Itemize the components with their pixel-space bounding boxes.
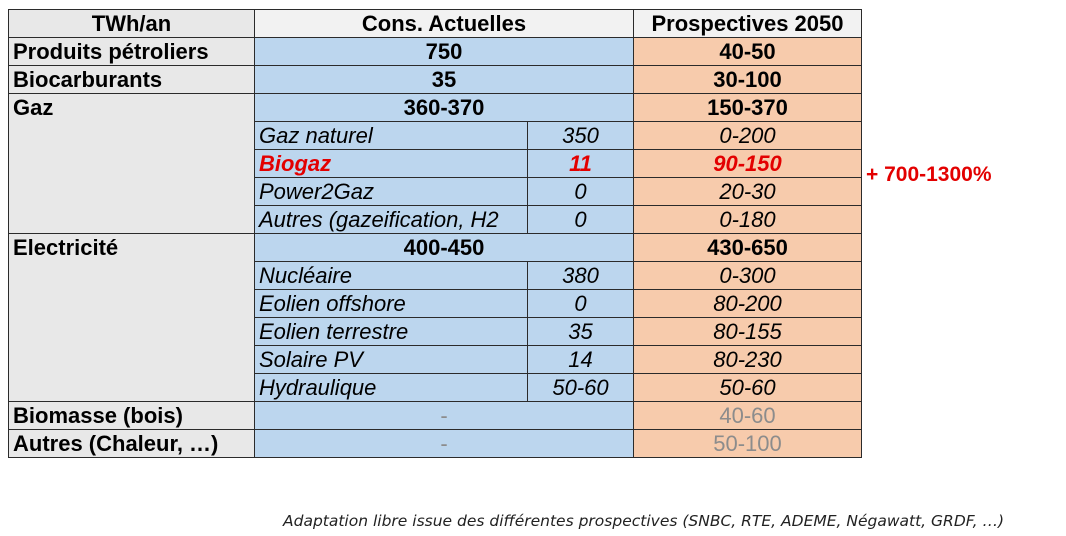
sub-row: Nucléaire 380 0-300 [9,261,862,290]
row-label: Autres (Chaleur, …) [8,429,255,458]
current-value: 400-450 [254,233,634,262]
prospective-value: 50-100 [633,429,862,458]
row-label-gaz: Gaz [8,93,255,234]
sub-row: Power2Gaz 0 20-30 [9,177,862,206]
sub-prospective: 50-60 [633,373,862,402]
current-value: 35 [254,65,634,94]
current-value: - [254,401,634,430]
header-current: Cons. Actuelles [254,9,634,38]
header-prospective: Prospectives 2050 [633,9,862,38]
energy-table: TWh/an Cons. Actuelles Prospectives 2050… [8,9,862,458]
sub-label: Eolien offshore [254,289,528,318]
sub-label: Power2Gaz [254,177,528,206]
sub-row-biogaz: Biogaz 11 90-150 [9,149,862,178]
prospective-value: 30-100 [633,65,862,94]
table-row: Biocarburants 35 30-100 [8,65,862,94]
sub-current: 11 [527,149,634,178]
sub-label: Eolien terrestre [254,317,528,346]
sub-current: 0 [527,289,634,318]
sub-row: Hydraulique 50-60 50-60 [9,373,862,402]
prospective-value: 40-60 [633,401,862,430]
sub-prospective: 80-200 [633,289,862,318]
sub-prospective: 0-200 [633,121,862,150]
sub-current: 0 [527,205,634,234]
sub-label: Gaz naturel [254,121,528,150]
sub-current: 35 [527,317,634,346]
growth-annotation: + 700-1300% [866,163,992,186]
sub-label: Solaire PV [254,345,528,374]
row-label-electricite: Electricité [8,233,255,402]
sub-prospective: 0-180 [633,205,862,234]
header-unit: TWh/an [8,9,255,38]
prospective-value: 150-370 [633,93,862,122]
sub-label: Hydraulique [254,373,528,402]
sub-prospective: 80-155 [633,317,862,346]
sub-label: Nucléaire [254,261,528,290]
current-value: 750 [254,37,634,66]
sub-current: 14 [527,345,634,374]
table-header-row: TWh/an Cons. Actuelles Prospectives 2050 [8,9,862,38]
sub-current: 350 [527,121,634,150]
row-label: Biomasse (bois) [8,401,255,430]
row-label: Biocarburants [8,65,255,94]
sub-row: Eolien terrestre 35 80-155 [9,317,862,346]
sub-prospective: 90-150 [633,149,862,178]
table-row: Electricité 400-450 430-650 [8,233,862,402]
sub-current: 50-60 [527,373,634,402]
prospective-value: 430-650 [633,233,862,262]
sub-prospective: 0-300 [633,261,862,290]
sub-row: Autres (gazeification, H2 0 0-180 [9,205,862,234]
table-row: Autres (Chaleur, …) - 50-100 [8,429,862,458]
sub-label: Autres (gazeification, H2 [254,205,528,234]
source-footnote: Adaptation libre issue des différentes p… [283,512,1005,530]
sub-prospective: 20-30 [633,177,862,206]
sub-row: Eolien offshore 0 80-200 [9,289,862,318]
table-row: Biomasse (bois) - 40-60 [8,401,862,430]
sub-current: 380 [527,261,634,290]
sub-prospective: 80-230 [633,345,862,374]
sub-current: 0 [527,177,634,206]
table-row: Gaz 360-370 150-370 [8,93,862,234]
table-row: Produits pétroliers 750 40-50 [8,37,862,66]
sub-label: Biogaz [254,149,528,178]
sub-row: Solaire PV 14 80-230 [9,345,862,374]
prospective-value: 40-50 [633,37,862,66]
row-label: Produits pétroliers [8,37,255,66]
current-value: 360-370 [254,93,634,122]
current-value: - [254,429,634,458]
